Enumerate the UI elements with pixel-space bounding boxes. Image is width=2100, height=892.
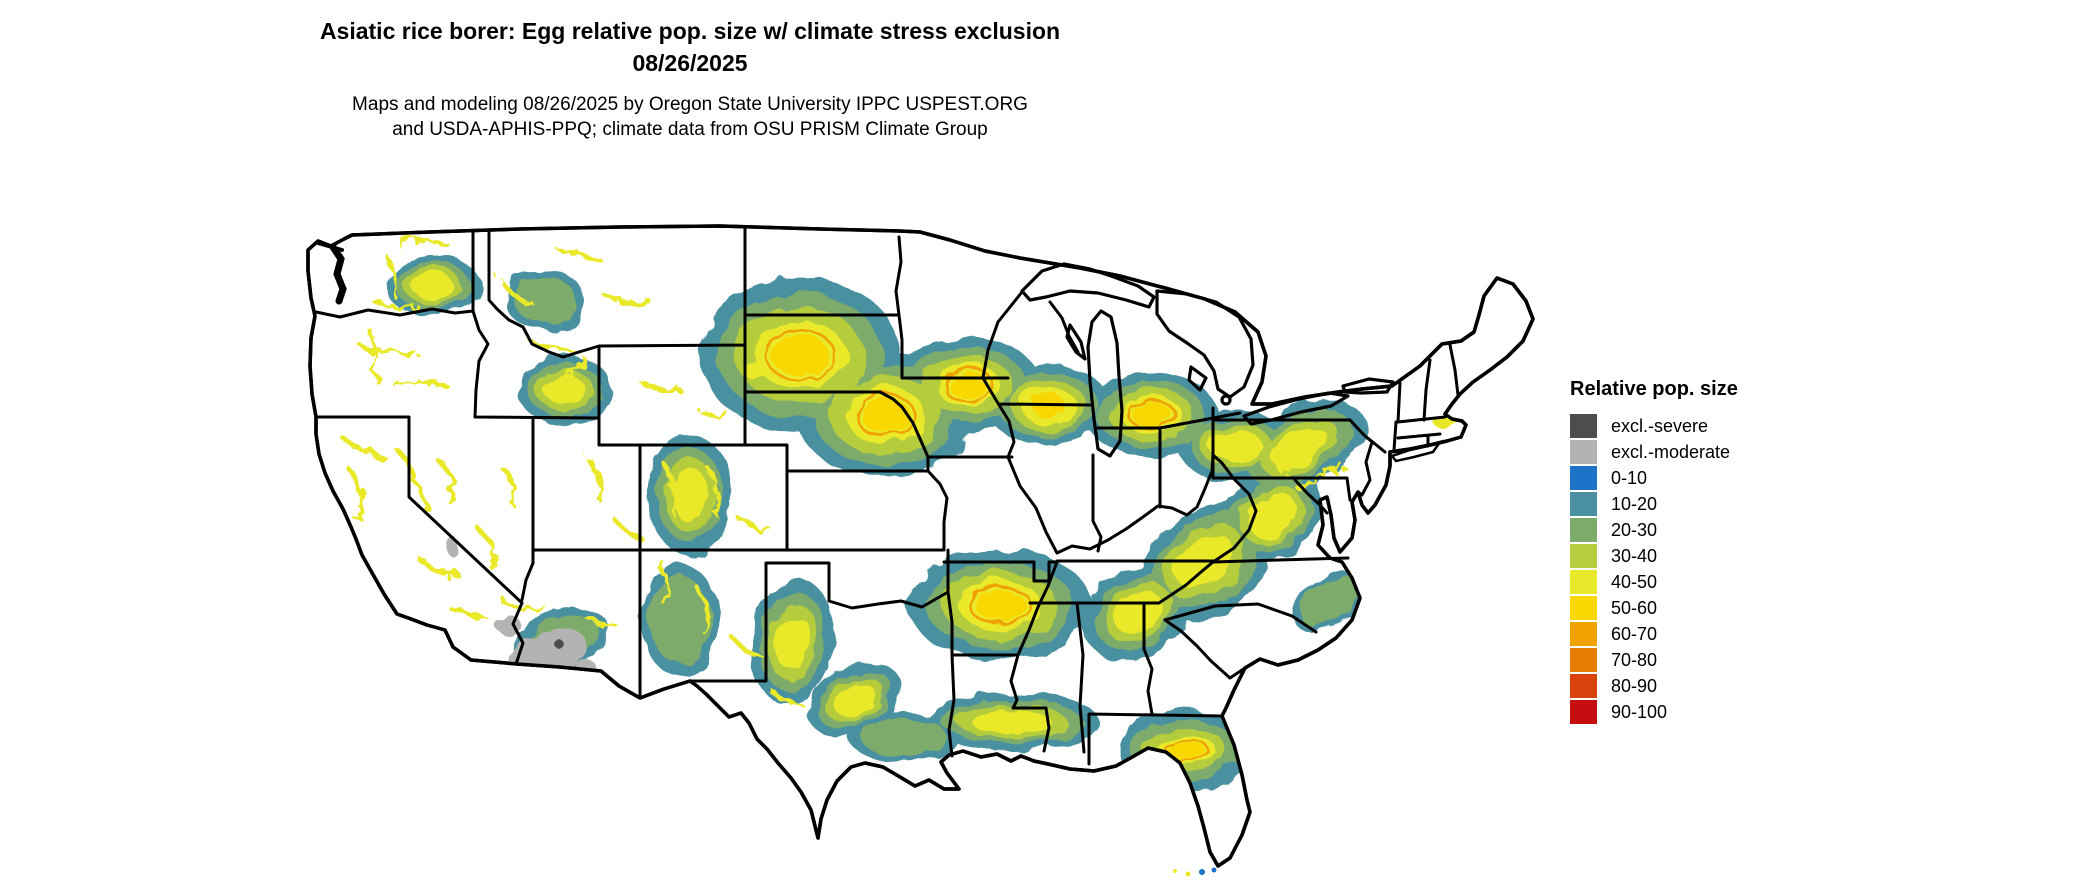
legend-label: 80-90 [1611,675,1658,696]
legend-label: 40-50 [1611,571,1658,592]
lake-st-clair [1220,394,1232,406]
legend-title: Relative pop. size [1570,378,1738,400]
legend-swatch [1570,544,1597,568]
legend-item: 20-30 [1570,517,1738,543]
legend-item: excl.-severe [1570,413,1738,439]
legend-swatch [1570,414,1597,438]
puget-sound [316,241,347,305]
legend-swatch [1570,440,1597,464]
legend-swatch [1570,518,1597,542]
legend-swatch [1570,700,1597,724]
legend-label: excl.-moderate [1611,441,1731,462]
state-borders [314,226,1460,766]
legend-label: excl.-severe [1611,415,1709,436]
legend-label: 20-30 [1611,519,1658,540]
legend-swatch [1570,596,1597,620]
legend: Relative pop. size excl.-severe excl.-mod… [1570,378,1738,725]
florida-keys [1173,867,1217,877]
legend-label: 90-100 [1611,701,1668,722]
figure-subtitle-text: Maps and modeling 08/26/2025 by Oregon S… [352,94,1028,141]
legend-swatch [1570,622,1597,646]
long-island [1389,439,1444,463]
legend-item: excl.-moderate [1570,439,1738,465]
legend-item: 60-70 [1570,621,1738,647]
legend-item: 0-10 [1570,465,1738,491]
legend-label: 0-10 [1611,467,1648,488]
legend-item: 90-100 [1570,699,1738,725]
legend-label: 50-60 [1611,597,1658,618]
legend-item: 10-20 [1570,491,1738,517]
legend-label: 10-20 [1611,493,1658,514]
legend-label: 60-70 [1611,623,1658,644]
legend-item: 70-80 [1570,647,1738,673]
green-bay [1065,323,1087,361]
legend-items: excl.-severe excl.-moderate 0-10 10-20 20-30… [1570,413,1738,725]
lake-michigan [1086,309,1124,458]
figure-title-text: Asiatic rice borer: Egg relative pop. si… [319,18,1061,76]
legend-label: 30-40 [1611,545,1658,566]
legend-item: 30-40 [1570,543,1738,569]
legend-item: 50-60 [1570,595,1738,621]
legend-swatch [1570,648,1597,672]
legend-swatch [1570,466,1597,490]
legend-label: 70-80 [1611,649,1658,670]
legend-item: 80-90 [1570,673,1738,699]
legend-swatch [1570,570,1597,594]
legend-swatch [1570,674,1597,698]
legend-swatch [1570,492,1597,516]
legend-item: 40-50 [1570,569,1738,595]
figure-title: Asiatic rice borer: Egg relative pop. si… [0,16,1380,79]
figure-subtitle: Maps and modeling 08/26/2025 by Oregon S… [0,92,1380,142]
saginaw-bay [1187,365,1208,392]
